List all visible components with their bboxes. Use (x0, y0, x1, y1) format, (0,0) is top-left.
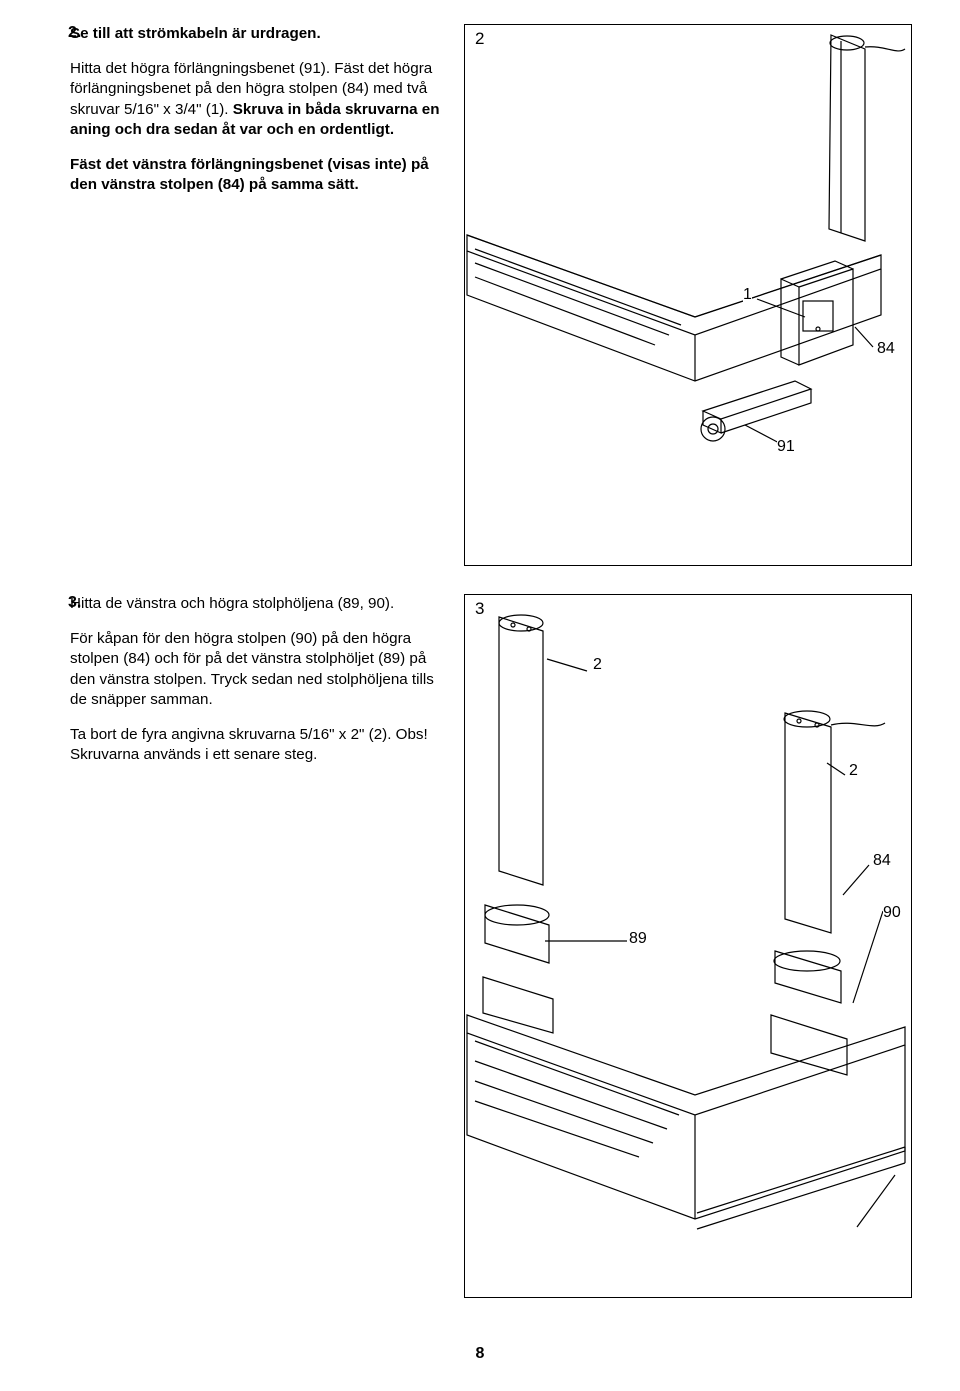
callout-1: 1 (743, 287, 752, 303)
step-2-number: 2. (68, 24, 81, 42)
callout-90: 90 (883, 905, 901, 921)
step-3: 3. Hitta de vänstra och högra stolphölje… (48, 594, 912, 1298)
callout-84-b: 84 (873, 853, 891, 869)
diagram-3-svg (465, 595, 913, 1299)
diagram-3: 3 (464, 594, 912, 1298)
callout-84: 84 (877, 341, 895, 357)
step-2-para-2: Fäst det vänstra förlängningsbenet (visa… (70, 155, 440, 196)
callout-89: 89 (629, 931, 647, 947)
diagram-2-number: 2 (475, 29, 484, 49)
page-number: 8 (0, 1345, 960, 1363)
diagram-2-svg (465, 25, 913, 567)
diagram-2: 2 (464, 24, 912, 566)
step-3-number: 3. (68, 594, 81, 612)
step-3-para-3: Ta bort de fyra angivna skruvarna 5/16" … (70, 725, 440, 766)
step-2-para-1: Hitta det högra förlängningsbenet (91). … (70, 59, 440, 141)
step-2-text: Se till att strömkabeln är urdragen. Hit… (70, 24, 440, 566)
callout-2b: 2 (849, 763, 858, 779)
step-2-title: Se till att strömkabeln är urdragen. (70, 24, 440, 45)
step-3-text: Hitta de vänstra och högra stolphöljena … (70, 594, 440, 1298)
step-3-para-1: Hitta de vänstra och högra stolphöljena … (70, 594, 440, 615)
diagram-3-number: 3 (475, 599, 484, 619)
callout-2a: 2 (593, 657, 602, 673)
callout-91: 91 (777, 439, 795, 455)
step-2: 2. Se till att strömkabeln är urdragen. … (48, 24, 912, 566)
step-3-para-2: För kåpan för den högra stolpen (90) på … (70, 629, 440, 711)
